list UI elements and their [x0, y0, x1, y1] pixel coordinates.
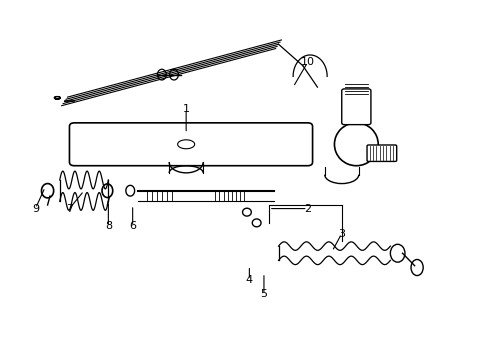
FancyBboxPatch shape [366, 145, 396, 161]
Ellipse shape [410, 260, 422, 275]
Text: 8: 8 [104, 221, 112, 231]
FancyBboxPatch shape [341, 89, 370, 125]
Text: 5: 5 [260, 289, 267, 299]
Text: 2: 2 [304, 203, 311, 213]
Text: 1: 1 [183, 104, 189, 113]
Text: 4: 4 [245, 275, 252, 285]
Ellipse shape [389, 244, 404, 262]
Text: 6: 6 [129, 221, 136, 231]
FancyBboxPatch shape [69, 123, 312, 166]
Text: 3: 3 [338, 229, 345, 239]
Text: 7: 7 [66, 203, 73, 213]
Text: 9: 9 [32, 203, 39, 213]
Text: 10: 10 [300, 57, 314, 67]
